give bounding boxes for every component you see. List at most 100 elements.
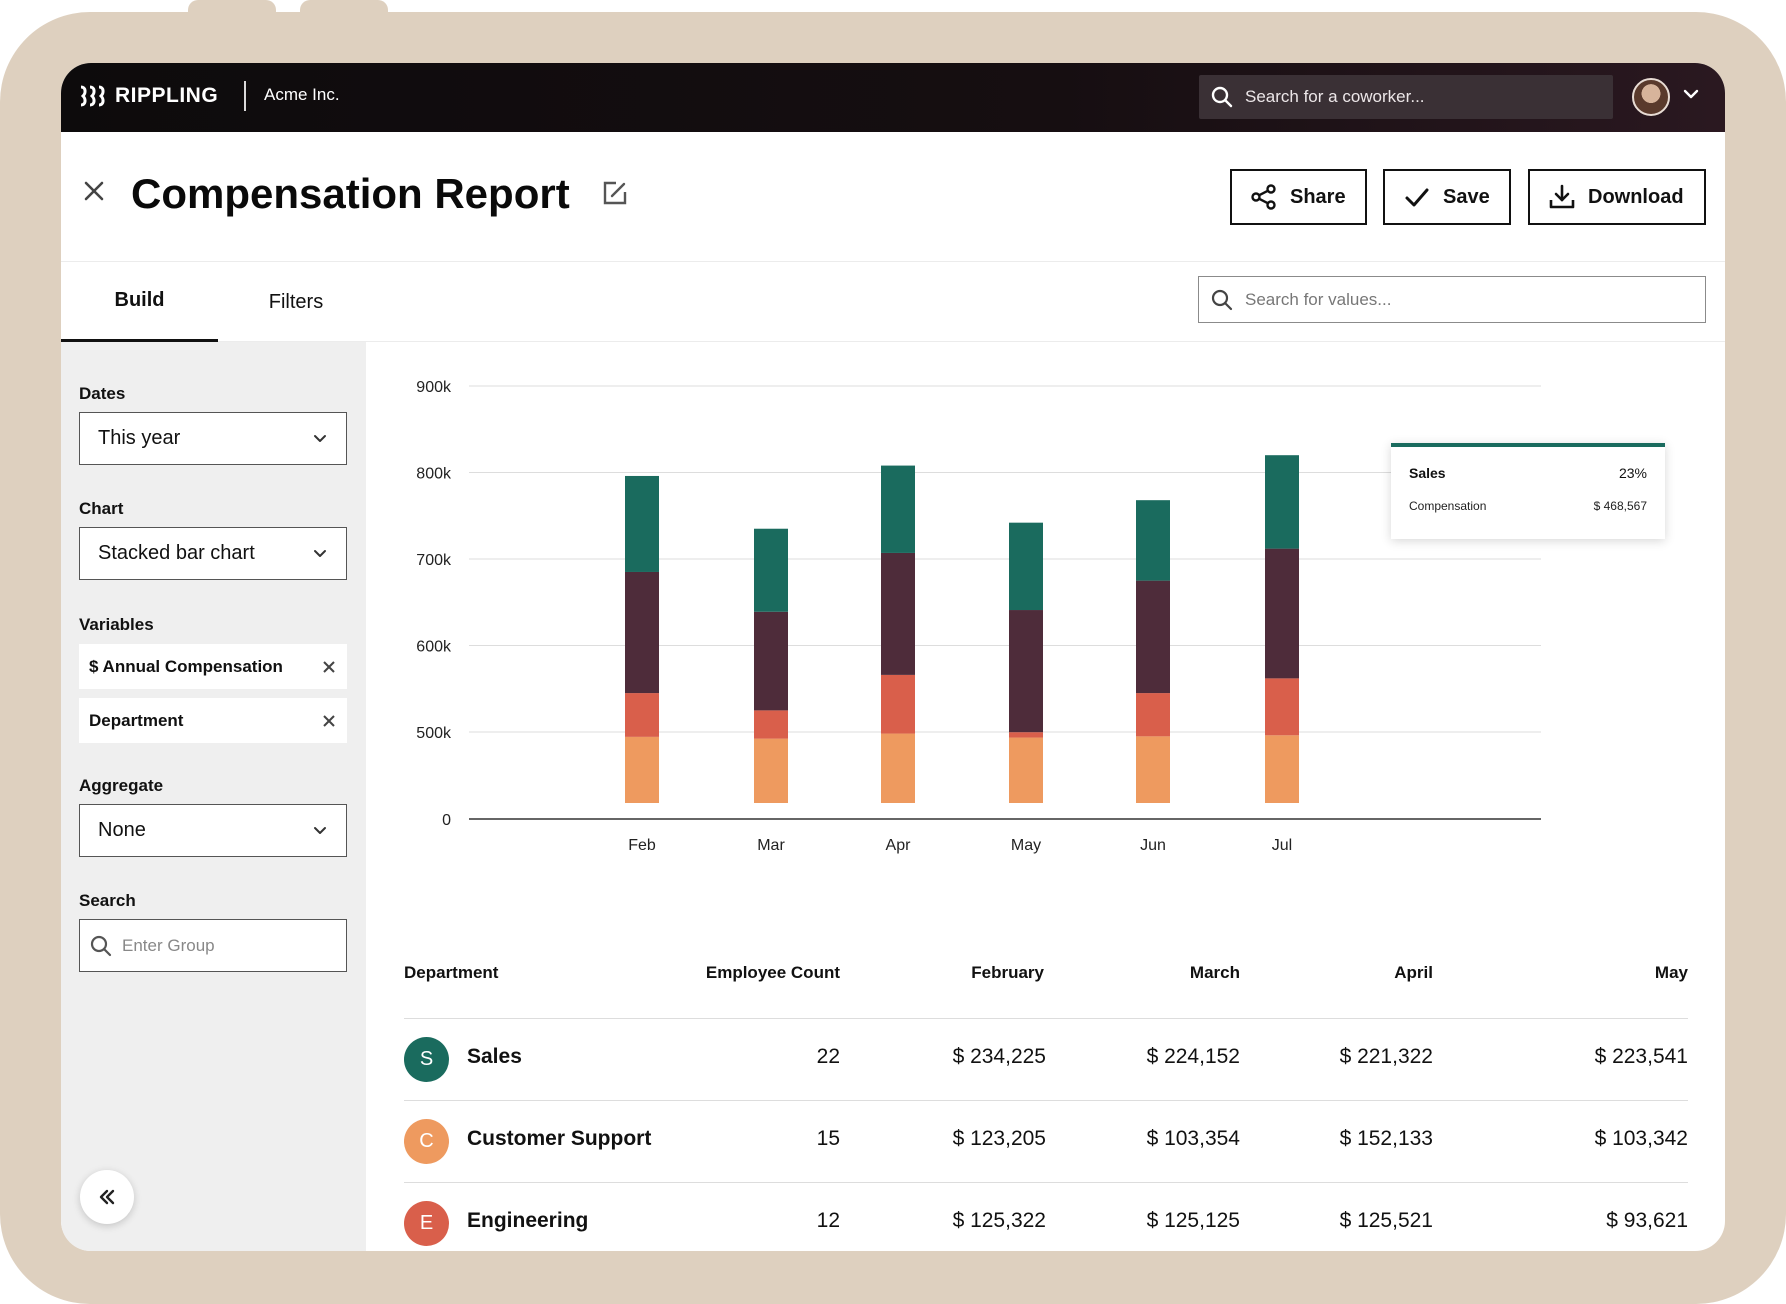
department-avatar: C bbox=[404, 1119, 449, 1164]
bar-segment bbox=[881, 674, 915, 734]
x-tick-label: Feb bbox=[628, 837, 656, 854]
report-header: Compensation Report Share Save bbox=[61, 132, 1725, 262]
aggregate-label: Aggregate bbox=[79, 776, 164, 795]
device-tab-right bbox=[300, 0, 388, 14]
employee-count-cell: 12 bbox=[816, 1209, 840, 1232]
double-chevron-left-icon bbox=[99, 1189, 115, 1205]
download-icon bbox=[1549, 184, 1575, 209]
rippling-logo[interactable]: RIPPLING bbox=[79, 84, 218, 108]
table-header: Department Employee Count February March… bbox=[404, 963, 1688, 1019]
user-avatar[interactable] bbox=[1632, 78, 1670, 116]
tooltip-percent: 23% bbox=[1618, 465, 1647, 481]
dates-label: Dates bbox=[79, 384, 126, 403]
close-icon[interactable] bbox=[83, 180, 105, 202]
variable-chip-label: $ Annual Compensation bbox=[89, 656, 283, 676]
chart-type-select[interactable]: Stacked bar chart bbox=[79, 527, 347, 580]
april-cell: $ 221,322 bbox=[1339, 1045, 1433, 1068]
tooltip-metric: Compensation bbox=[1409, 499, 1487, 513]
search-icon bbox=[1211, 289, 1233, 310]
dates-value: This year bbox=[98, 427, 181, 449]
topbar-divider bbox=[244, 81, 246, 111]
bar-segment bbox=[1265, 548, 1299, 679]
value-search-input[interactable]: Search for values... bbox=[1198, 276, 1706, 323]
share-label: Share bbox=[1290, 185, 1346, 208]
save-label: Save bbox=[1443, 185, 1490, 208]
dates-select[interactable]: This year bbox=[79, 412, 347, 465]
bar-segment bbox=[1136, 500, 1170, 581]
remove-icon[interactable] bbox=[321, 659, 337, 675]
chevron-down-icon bbox=[314, 434, 326, 442]
bar-segment bbox=[1136, 736, 1170, 803]
download-button[interactable]: Download bbox=[1528, 169, 1706, 225]
checkmark-icon bbox=[1405, 188, 1429, 207]
column-header-april[interactable]: April bbox=[1394, 963, 1433, 982]
group-search-placeholder: Enter Group bbox=[122, 935, 215, 955]
bar-segment bbox=[1009, 610, 1043, 733]
download-label: Download bbox=[1588, 185, 1684, 208]
stacked-bar-chart: 0 500k 600k 700k 800k 900k Feb Mar Apr May Jun Jul bbox=[416, 379, 1541, 854]
bar-segment bbox=[625, 571, 659, 694]
share-icon bbox=[1251, 184, 1276, 210]
bar-segment bbox=[1265, 455, 1299, 549]
y-tick-label: 600k bbox=[416, 639, 452, 656]
tab-build[interactable]: Build bbox=[61, 262, 218, 342]
bar-segment bbox=[625, 693, 659, 737]
search-icon bbox=[1211, 86, 1233, 108]
bar-segment bbox=[881, 552, 915, 675]
y-tick-label: 700k bbox=[416, 552, 452, 569]
y-tick-label: 900k bbox=[416, 379, 452, 396]
x-tick-label: Apr bbox=[886, 837, 912, 854]
app-screen: RIPPLING Acme Inc. Search for a coworker… bbox=[61, 63, 1725, 1251]
column-header-march[interactable]: March bbox=[1189, 963, 1240, 982]
x-tick-label: Jul bbox=[1272, 837, 1292, 854]
search-label: Search bbox=[79, 891, 136, 910]
table-row[interactable]: C Customer Support 15 $ 123,205 $ 103,35… bbox=[404, 1101, 1688, 1183]
department-name: Customer Support bbox=[467, 1127, 652, 1150]
search-icon bbox=[90, 935, 112, 956]
bar-segment bbox=[881, 465, 915, 553]
collapse-sidebar-button[interactable] bbox=[80, 1170, 134, 1224]
bar-segment bbox=[1265, 678, 1299, 736]
company-name: Acme Inc. bbox=[264, 85, 340, 104]
coworker-search-placeholder: Search for a coworker... bbox=[1245, 87, 1425, 106]
chevron-down-icon[interactable] bbox=[1682, 85, 1700, 103]
column-header-february[interactable]: February bbox=[971, 963, 1044, 982]
x-tick-label: Jun bbox=[1140, 837, 1166, 854]
column-header-employee-count[interactable]: Employee Count bbox=[705, 963, 840, 982]
aggregate-select[interactable]: None bbox=[79, 804, 347, 857]
may-cell: $ 103,342 bbox=[1594, 1127, 1688, 1150]
march-cell: $ 103,354 bbox=[1146, 1127, 1240, 1150]
table-row[interactable]: S Sales 22 $ 234,225 $ 224,152 $ 221,322… bbox=[404, 1019, 1688, 1101]
remove-icon[interactable] bbox=[321, 713, 337, 729]
variables-label: Variables bbox=[79, 615, 154, 634]
variable-chip-label: Department bbox=[89, 710, 184, 730]
tooltip-category: Sales bbox=[1409, 465, 1446, 481]
table-row[interactable]: E Engineering 12 $ 125,322 $ 125,125 $ 1… bbox=[404, 1183, 1688, 1251]
coworker-search-input[interactable]: Search for a coworker... bbox=[1199, 75, 1613, 119]
aggregate-value: None bbox=[98, 819, 146, 841]
february-cell: $ 125,322 bbox=[952, 1209, 1046, 1232]
column-header-department[interactable]: Department bbox=[404, 963, 499, 982]
bar-segment bbox=[754, 738, 788, 803]
share-button[interactable]: Share bbox=[1230, 169, 1367, 225]
edit-icon[interactable] bbox=[602, 180, 628, 206]
group-search-input[interactable]: Enter Group bbox=[79, 919, 347, 972]
february-cell: $ 123,205 bbox=[952, 1127, 1046, 1150]
march-cell: $ 224,152 bbox=[1146, 1045, 1240, 1068]
build-sidebar: Dates This year Chart Stacked bar chart … bbox=[61, 342, 366, 1251]
column-header-may[interactable]: May bbox=[1654, 963, 1688, 982]
save-button[interactable]: Save bbox=[1383, 169, 1511, 225]
bar-segment bbox=[625, 736, 659, 803]
bar-segment bbox=[754, 528, 788, 612]
april-cell: $ 152,133 bbox=[1339, 1127, 1433, 1150]
bar-segment bbox=[1009, 522, 1043, 611]
employee-count-cell: 22 bbox=[816, 1045, 840, 1068]
employee-count-cell: 15 bbox=[816, 1127, 840, 1150]
february-cell: $ 234,225 bbox=[952, 1045, 1046, 1068]
compensation-chart: 0 500k 600k 700k 800k 900k Feb Mar Apr May Jun Jul bbox=[366, 342, 1725, 942]
tab-filters[interactable]: Filters bbox=[268, 290, 324, 313]
x-tick-label: Mar bbox=[757, 837, 785, 854]
y-tick-label: 500k bbox=[416, 725, 452, 742]
report-tabs: Build Filters Search for values... bbox=[61, 262, 1725, 342]
tooltip-value: $ 468,567 bbox=[1593, 499, 1647, 513]
